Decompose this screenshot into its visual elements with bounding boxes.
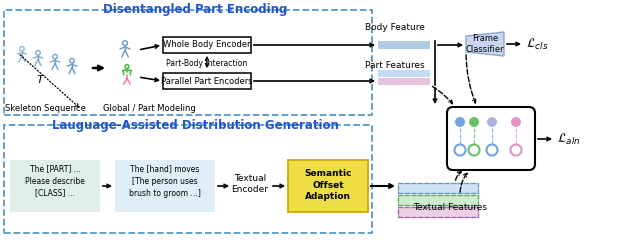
Text: Disentangled Part Encoding: Disentangled Part Encoding — [103, 3, 287, 16]
Circle shape — [486, 144, 497, 156]
Text: Frame
Classifier: Frame Classifier — [466, 34, 504, 54]
Bar — [288, 160, 368, 212]
Text: Textual Features: Textual Features — [413, 203, 487, 212]
Circle shape — [511, 116, 522, 127]
Text: $\mathcal{L}_{cls}$: $\mathcal{L}_{cls}$ — [526, 36, 548, 52]
Bar — [163, 37, 251, 53]
Text: Lauguage-Assisted Distribution Generation: Lauguage-Assisted Distribution Generatio… — [52, 119, 339, 132]
Text: The [PART] ...: The [PART] ... — [29, 164, 81, 174]
Text: Part-Body Interaction: Part-Body Interaction — [166, 60, 248, 68]
Text: Semantic
Offset
Adaption: Semantic Offset Adaption — [304, 169, 352, 201]
Text: Body Feature: Body Feature — [365, 24, 425, 32]
Bar — [398, 195, 478, 205]
Text: Global / Part Modeling: Global / Part Modeling — [103, 104, 196, 113]
Text: Skeleton Sequence: Skeleton Sequence — [5, 104, 86, 113]
Text: [CLASS] ...: [CLASS] ... — [35, 188, 75, 198]
Circle shape — [486, 116, 497, 127]
Text: Please describe: Please describe — [25, 178, 85, 186]
FancyBboxPatch shape — [447, 107, 535, 170]
Text: $\mathcal{L}_{aln}$: $\mathcal{L}_{aln}$ — [557, 132, 580, 147]
Circle shape — [468, 116, 479, 127]
Circle shape — [454, 144, 465, 156]
Bar — [115, 160, 215, 212]
Bar — [398, 195, 478, 205]
Bar — [398, 207, 478, 217]
Text: Part Features: Part Features — [365, 60, 425, 70]
Text: Whole Body Encoder: Whole Body Encoder — [163, 40, 251, 49]
Text: Parallel Part Encoders: Parallel Part Encoders — [161, 77, 253, 85]
FancyBboxPatch shape — [4, 125, 372, 233]
Text: $T$: $T$ — [36, 73, 45, 85]
Polygon shape — [466, 32, 504, 56]
Bar — [163, 73, 251, 89]
Circle shape — [468, 144, 479, 156]
Circle shape — [454, 116, 465, 127]
FancyBboxPatch shape — [4, 10, 372, 115]
Bar — [398, 183, 478, 193]
Bar — [378, 78, 430, 85]
Bar — [378, 70, 430, 77]
Circle shape — [511, 144, 522, 156]
Text: Textual
Encoder: Textual Encoder — [232, 174, 269, 194]
Bar — [378, 41, 430, 49]
Text: The [hand] moves: The [hand] moves — [131, 164, 200, 174]
Bar — [10, 160, 100, 212]
Bar — [398, 207, 478, 217]
Bar — [398, 183, 478, 193]
Text: [The person uses: [The person uses — [132, 178, 198, 186]
Text: brush to groom …]: brush to groom …] — [129, 188, 201, 198]
